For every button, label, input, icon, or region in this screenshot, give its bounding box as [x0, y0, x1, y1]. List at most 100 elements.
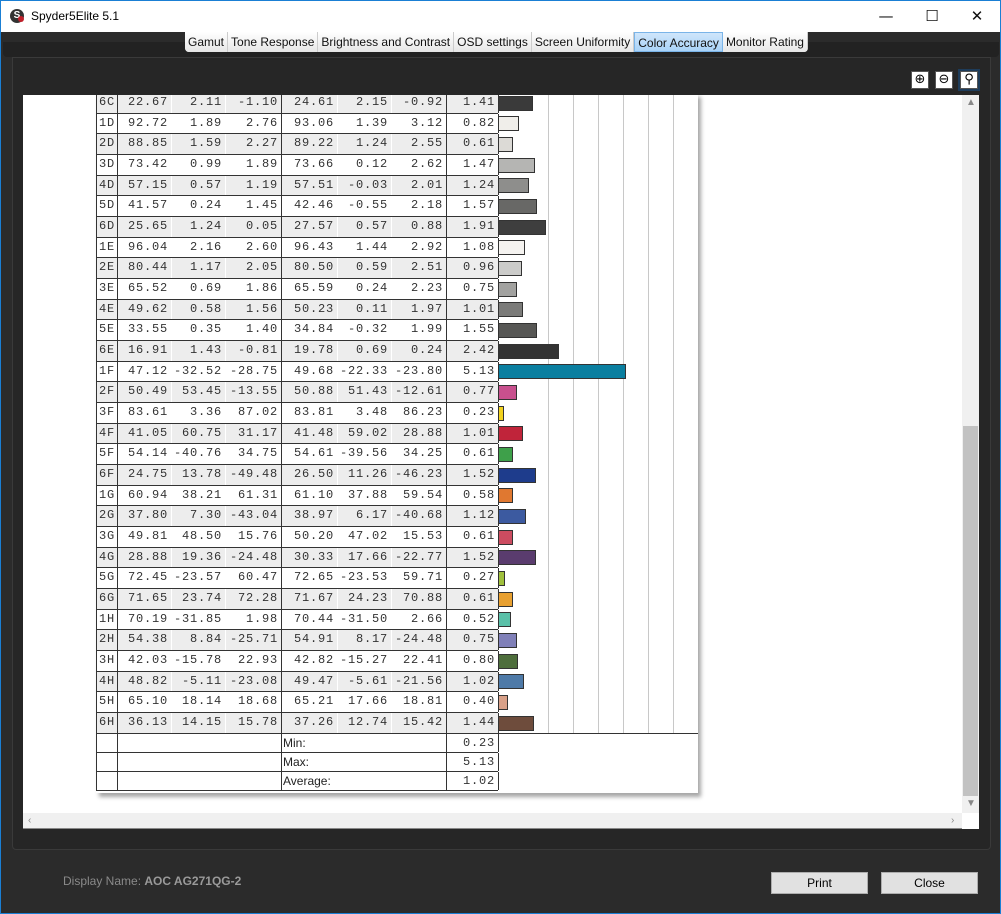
cell-b2: 34.25: [402, 446, 443, 461]
summary-label: Average:: [283, 773, 331, 788]
cell-b: 1.98: [245, 611, 278, 626]
delta-e-bar: [498, 384, 518, 400]
cell-a2: 6.17: [338, 506, 391, 527]
cell-b: -43.04: [226, 506, 281, 527]
tab-color-accuracy[interactable]: Color Accuracy: [634, 32, 723, 52]
cell-a: 2.16: [189, 239, 222, 254]
print-button[interactable]: Print: [771, 872, 868, 894]
cell-b: -24.48: [226, 547, 281, 568]
spyder-logo-icon: S: [10, 9, 24, 23]
cell-dE: 0.75: [462, 281, 495, 296]
cell-b2: -21.56: [392, 671, 446, 692]
column-divider: [117, 320, 118, 341]
cell-L: 16.91: [118, 341, 171, 361]
cell-L: 60.94: [127, 487, 168, 502]
summary-row: Min: 0.23: [96, 733, 499, 753]
cell-L2: 57.51: [282, 175, 337, 196]
zoom-in-icon[interactable]: ⊕: [911, 71, 929, 89]
cell-L: 25.65: [118, 217, 171, 237]
vertical-scrollbar[interactable]: ▲ ▼: [962, 95, 979, 813]
cell-L2: 26.50: [282, 465, 337, 485]
cell-a: 1.17: [172, 258, 225, 279]
cell-L2: 70.44: [293, 611, 334, 626]
title-bar: S Spyder5Elite 5.1 — ☐ ✕: [1, 1, 1000, 32]
column-divider: [117, 651, 118, 671]
cell-b: -49.48: [226, 465, 281, 485]
cell-a: -15.78: [173, 653, 222, 668]
cell-L2: 41.48: [282, 423, 337, 444]
delta-e-bar: [498, 178, 529, 194]
scroll-up-icon[interactable]: ▲: [966, 97, 976, 108]
tab-tone-response[interactable]: Tone Response: [228, 32, 319, 52]
scroll-left-icon[interactable]: ‹: [28, 815, 32, 826]
minimize-button[interactable]: —: [878, 7, 894, 25]
column-divider: [446, 279, 447, 299]
cell-L2: 96.43: [293, 239, 334, 254]
cell-id: 1G: [99, 487, 116, 502]
cell-a: 53.45: [172, 382, 225, 403]
cell-a2: 0.12: [355, 157, 388, 171]
tab-gamut[interactable]: Gamut: [185, 32, 229, 52]
column-divider: [446, 733, 447, 752]
column-divider: [117, 155, 118, 175]
cell-L: 92.72: [127, 115, 168, 130]
zoom-out-icon[interactable]: ⊖: [935, 71, 953, 89]
cell-a: -32.52: [173, 363, 222, 378]
zoom-fit-icon[interactable]: ⚲: [958, 69, 980, 91]
tab-monitor-rating[interactable]: Monitor Rating: [722, 32, 808, 52]
column-divider: [117, 134, 118, 154]
column-divider: [281, 465, 282, 485]
cell-b: 15.78: [226, 713, 281, 733]
bar-gridline: [648, 95, 649, 733]
close-window-button[interactable]: ✕: [970, 7, 984, 25]
cell-b: 31.17: [226, 423, 281, 444]
table-row: 6D 25.65 1.24 0.05 27.57 0.57 0.88 1.91: [96, 217, 499, 238]
tab-brightness-and-contrast[interactable]: Brightness and Contrast: [318, 32, 455, 52]
scroll-thumb[interactable]: [963, 426, 978, 796]
column-divider: [281, 134, 282, 154]
column-divider: [446, 506, 447, 527]
cell-b2: -40.68: [392, 506, 446, 527]
maximize-button[interactable]: ☐: [925, 7, 939, 25]
scroll-right-icon[interactable]: ›: [951, 815, 955, 826]
cell-b: 1.89: [245, 157, 278, 171]
tab-screen-uniformity[interactable]: Screen Uniformity: [531, 32, 635, 52]
column-divider: [446, 771, 447, 790]
column-divider: [281, 651, 282, 671]
cell-dE: 0.80: [462, 653, 495, 668]
cell-L: 65.52: [127, 281, 168, 296]
cell-dE: 1.01: [447, 423, 498, 444]
cell-L2: 54.61: [293, 446, 334, 461]
cell-id: 5D: [99, 198, 116, 213]
cell-b: -0.81: [226, 341, 281, 361]
scroll-down-icon[interactable]: ▼: [966, 798, 976, 809]
column-divider: [117, 547, 118, 568]
horizontal-scrollbar[interactable]: ‹ ›: [23, 813, 962, 829]
delta-e-bar: [498, 446, 514, 462]
column-divider: [446, 341, 447, 361]
column-divider: [117, 382, 118, 403]
cell-a: 23.74: [172, 589, 225, 609]
cell-a2: -22.33: [339, 363, 388, 378]
column-divider: [446, 752, 447, 771]
cell-a2: 2.15: [338, 95, 391, 113]
column-divider: [117, 506, 118, 527]
tab-osd-settings[interactable]: OSD settings: [454, 32, 532, 52]
column-divider: [117, 299, 118, 320]
column-divider: [117, 113, 118, 134]
close-button[interactable]: Close: [881, 872, 978, 894]
cell-b: 1.19: [226, 175, 281, 196]
cell-L2: 34.84: [293, 322, 334, 337]
cell-L: 71.65: [118, 589, 171, 609]
cell-a2: 51.43: [338, 382, 391, 403]
table-row: 6E 16.91 1.43 -0.81 19.78 0.69 0.24 2.42: [96, 341, 499, 362]
cell-L2: 50.20: [293, 529, 334, 544]
column-divider: [117, 609, 118, 630]
cell-a: 48.50: [181, 529, 222, 544]
cell-L: 41.05: [118, 423, 171, 444]
cell-b2: 1.97: [392, 299, 446, 320]
column-divider: [117, 258, 118, 279]
column-divider: [281, 217, 282, 237]
report-viewport: 6C 22.67 2.11 -1.10 24.61 2.15 -0.92 1.41 1D 92.7…: [23, 95, 979, 829]
column-divider: [117, 95, 118, 113]
